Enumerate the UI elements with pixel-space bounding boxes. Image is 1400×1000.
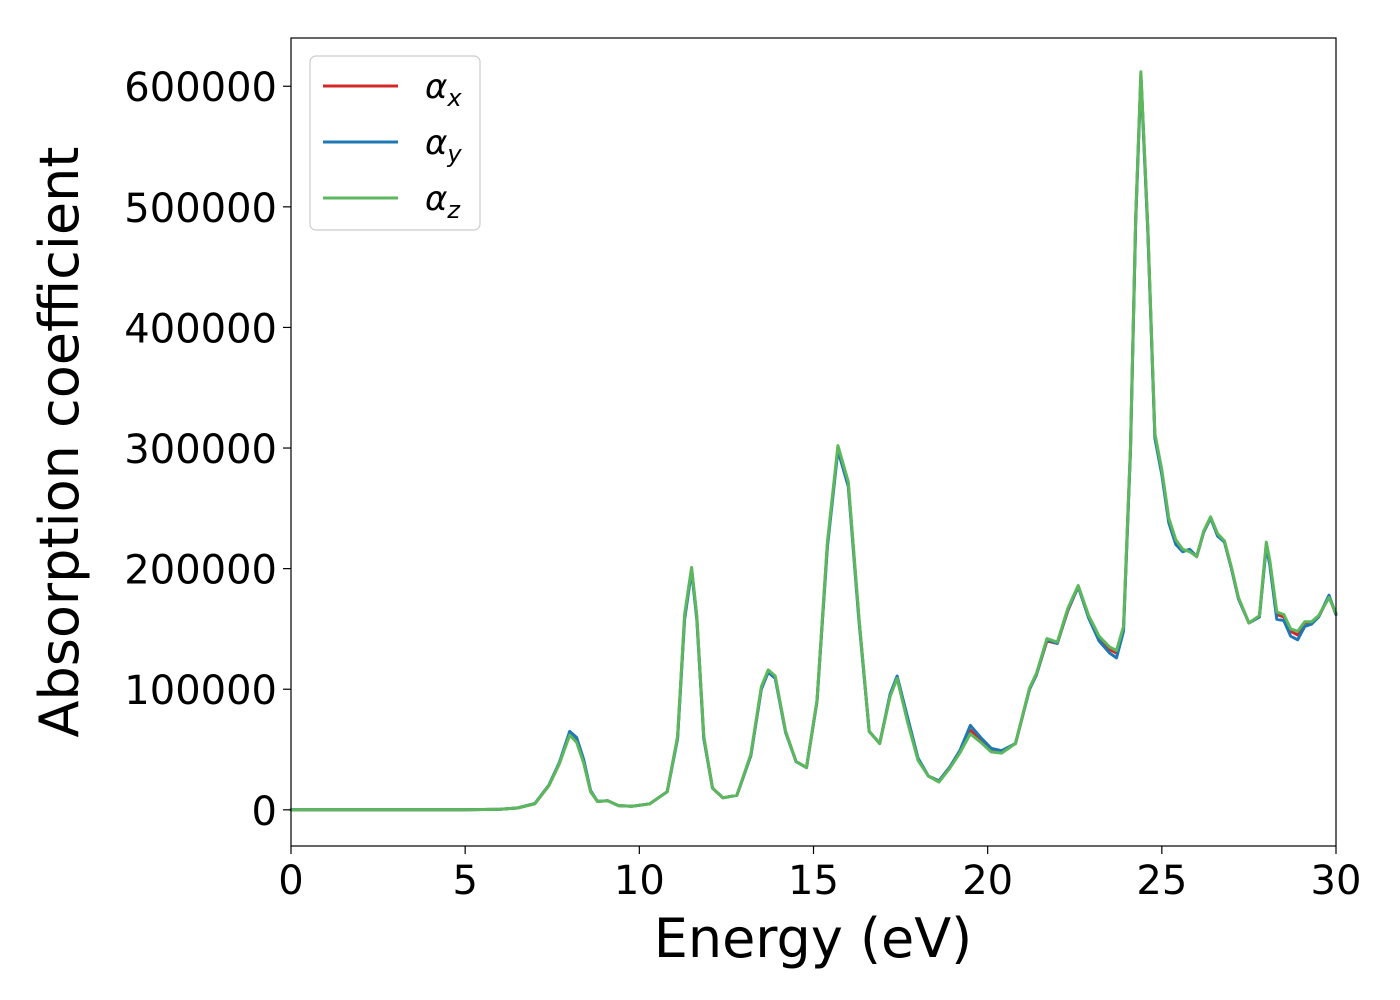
x-tick-label: 30 [1311,858,1362,904]
y-tick-label: 600000 [124,65,277,111]
x-tick-label: 5 [452,858,477,904]
y-axis-label: Absorption coefficient [28,147,91,738]
y-tick-label: 100000 [124,668,277,714]
y-axis-ticks: 0 100000 200000 300000 400000 500000 600000 [124,65,291,835]
legend-label-1: αx [425,67,462,112]
y-tick-label: 0 [252,789,277,835]
y-tick-label: 300000 [124,427,277,473]
legend-label-2: αy [425,123,462,168]
series-line-3 [289,70,1338,812]
x-tick-label: 10 [614,858,665,904]
x-axis-ticks: 0 5 10 15 20 25 30 [278,846,1361,904]
x-tick-label: 15 [788,858,839,904]
legend: αx αy αz [309,55,481,231]
y-tick-label: 400000 [124,306,277,352]
x-tick-label: 20 [962,858,1013,904]
y-tick-label: 200000 [124,548,277,594]
y-tick-label: 500000 [124,186,277,232]
x-tick-label: 25 [1136,858,1187,904]
x-axis-label: Energy (eV) [654,907,973,970]
legend-label-3: αz [425,179,461,224]
x-tick-label: 0 [278,858,303,904]
series-lines [289,70,1338,812]
